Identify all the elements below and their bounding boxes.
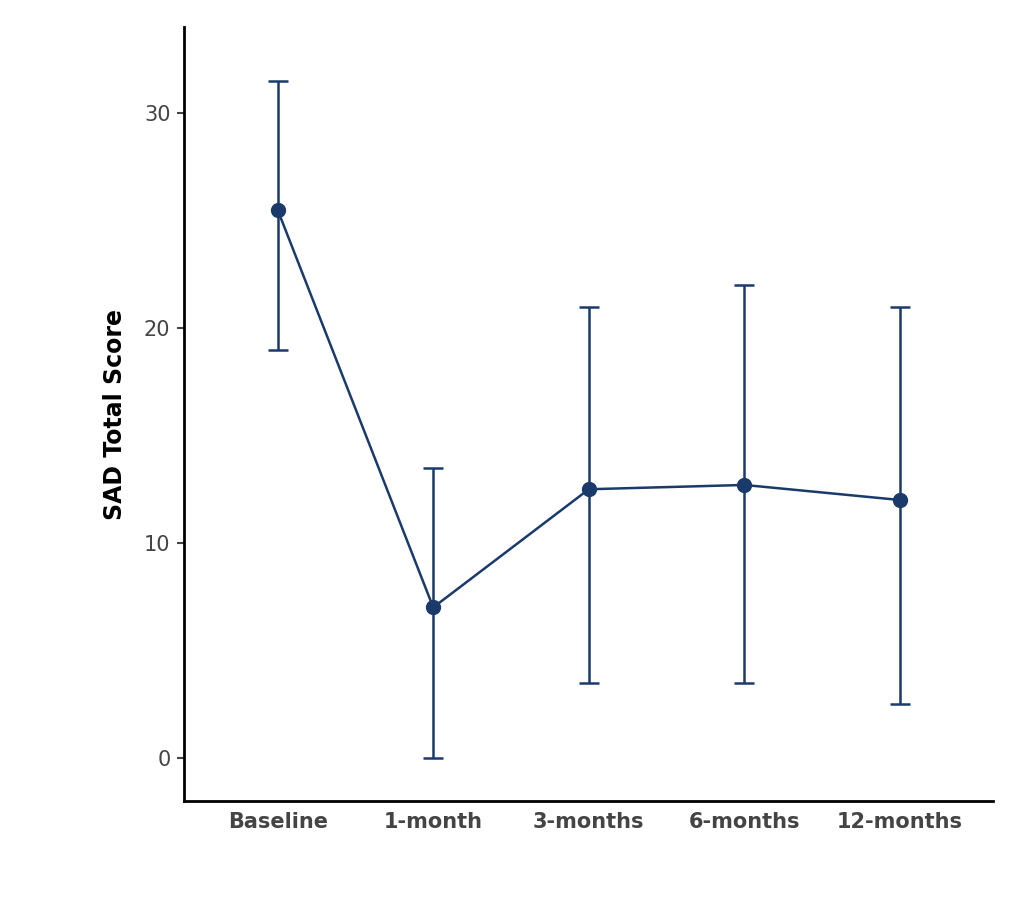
Point [269,203,286,217]
Point [892,492,908,507]
Y-axis label: SAD Total Score: SAD Total Score [103,308,127,520]
Point [736,478,753,492]
Point [581,482,597,497]
Point [425,601,441,615]
